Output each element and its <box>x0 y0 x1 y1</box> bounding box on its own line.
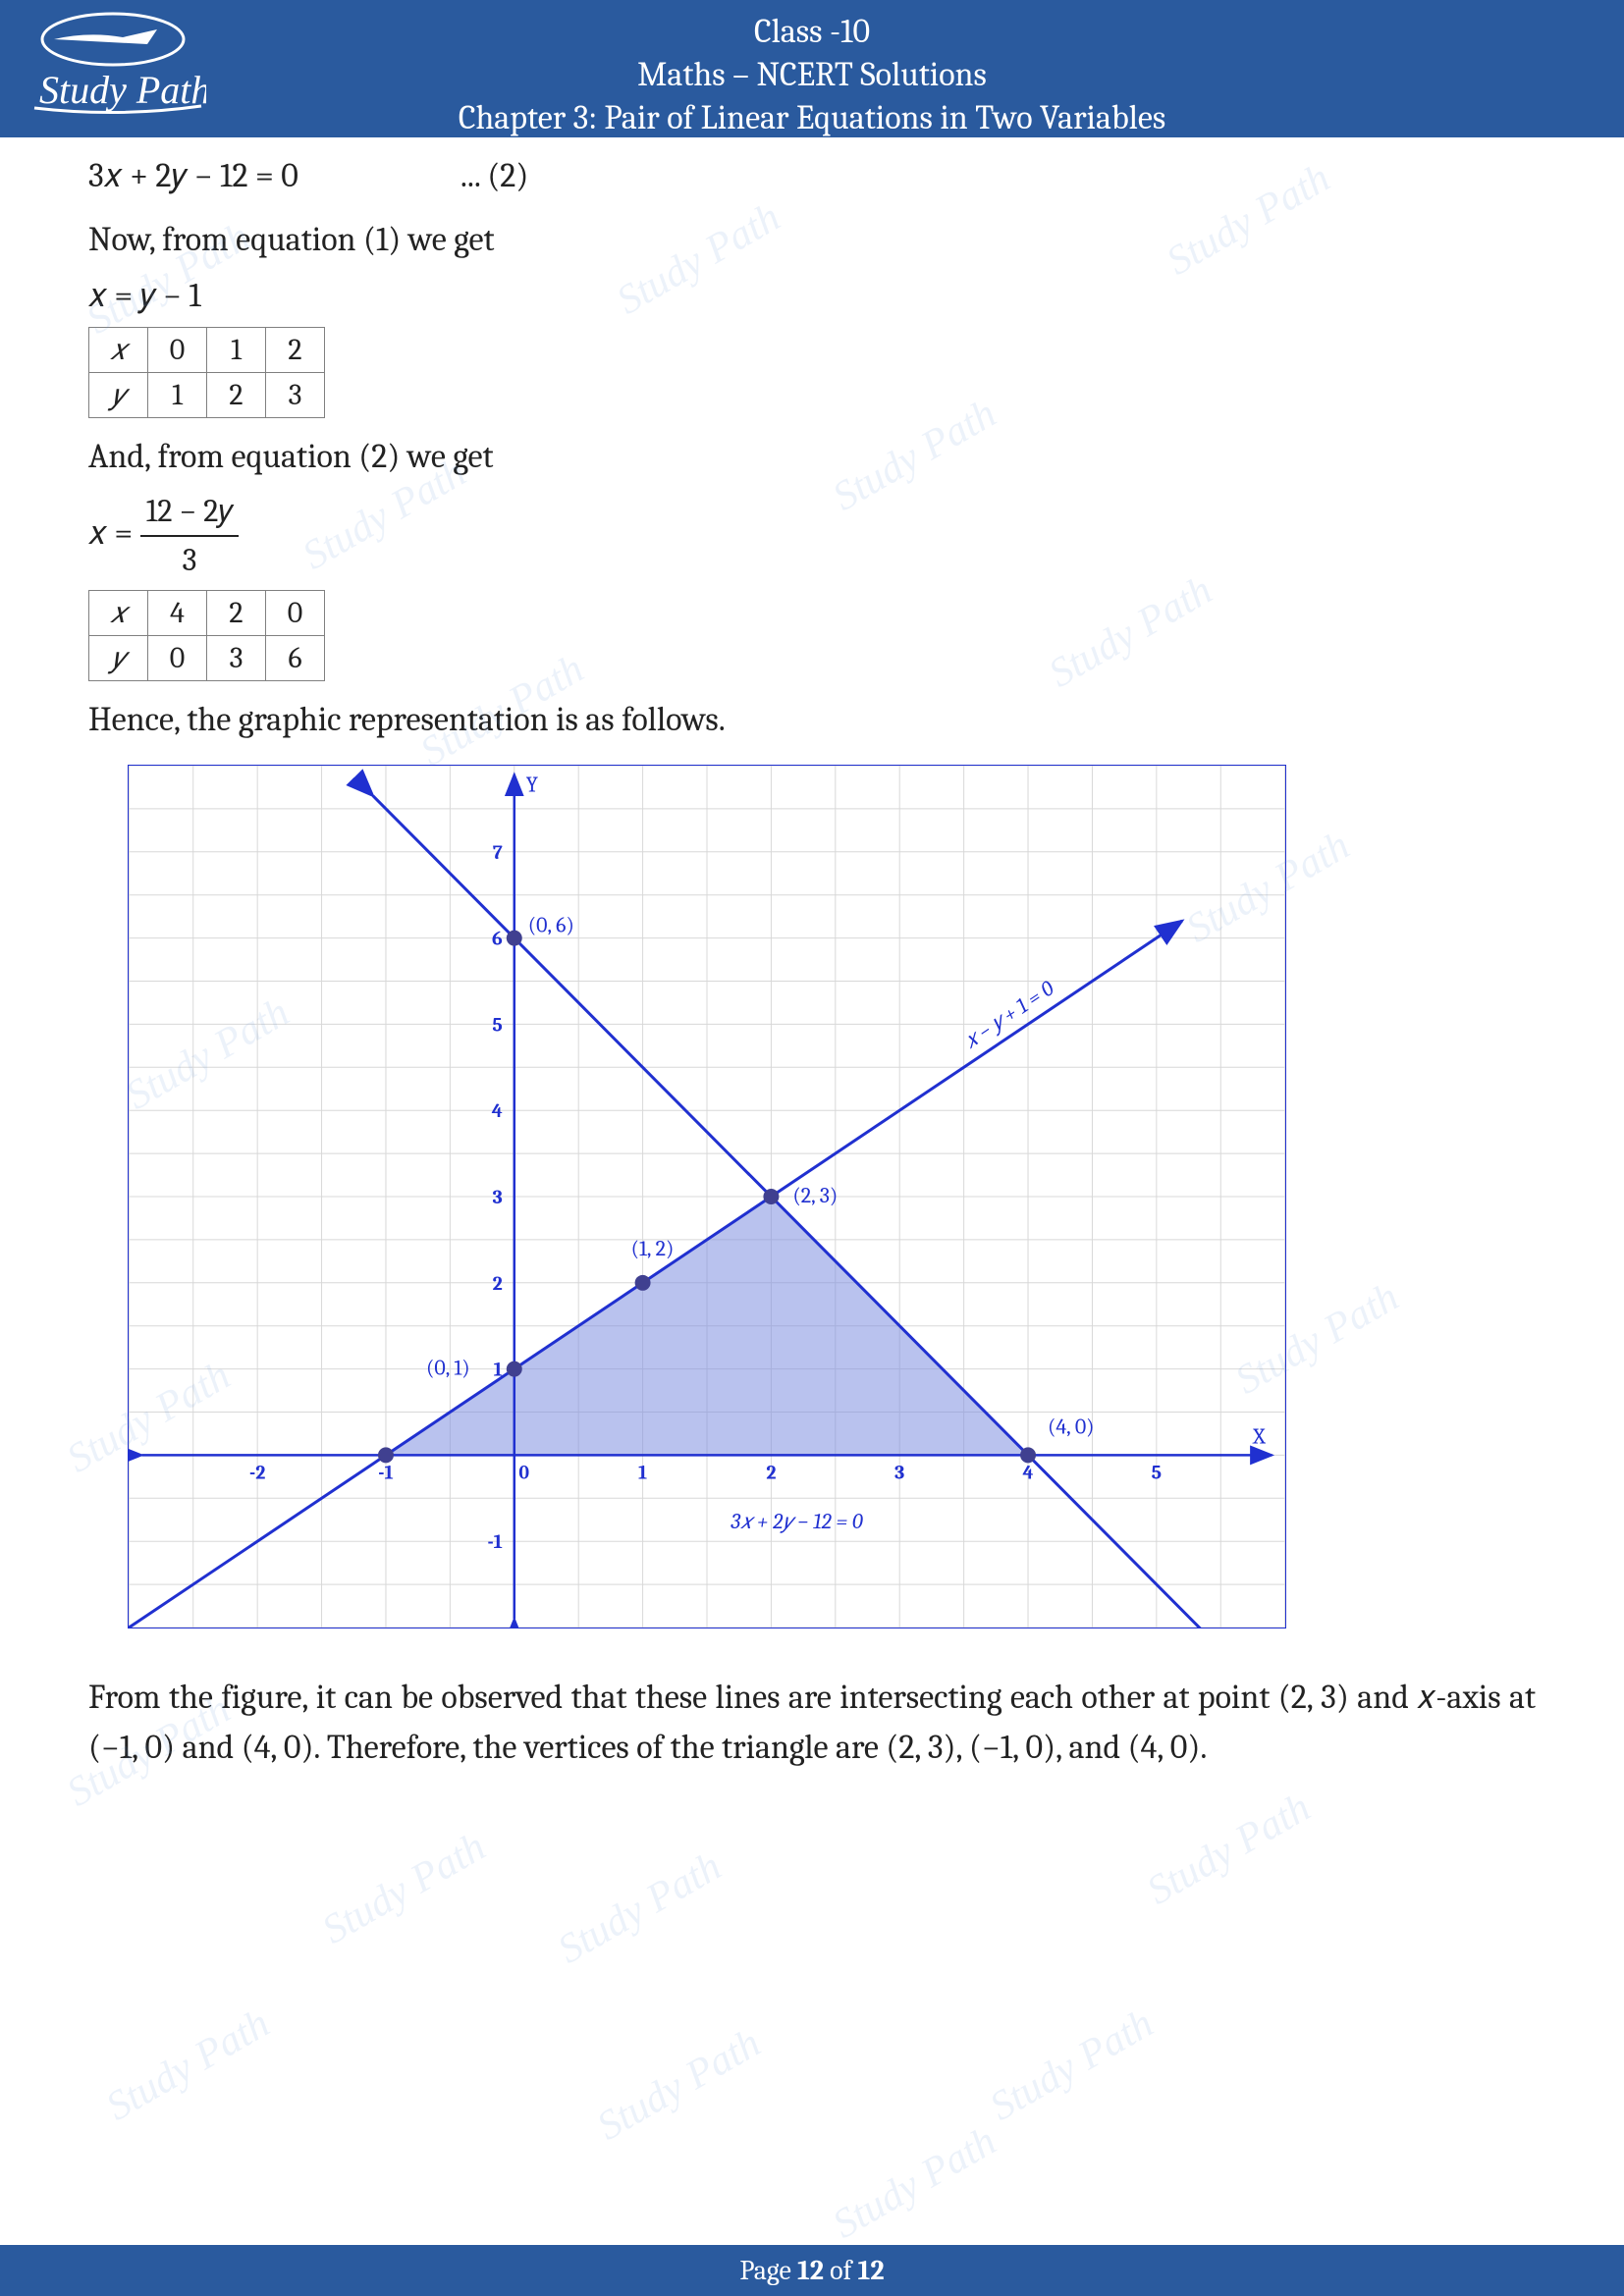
svg-text:5: 5 <box>1152 1461 1162 1483</box>
table-cell: 2 <box>266 328 325 373</box>
table-2: 𝑥 4 2 0 𝑦 0 3 6 <box>88 590 325 681</box>
paragraph-2: And, from equation (2) we get <box>88 432 1536 482</box>
svg-text:0: 0 <box>518 1461 529 1483</box>
svg-text:(0, 1): (0, 1) <box>426 1357 470 1381</box>
table-cell: 6 <box>266 636 325 681</box>
paragraph-3: Hence, the graphic representation is as … <box>88 695 1536 745</box>
watermark: Study Path <box>982 2000 1162 2130</box>
svg-text:4: 4 <box>1023 1461 1034 1483</box>
table-cell: 3 <box>207 636 266 681</box>
footer-page: 12 <box>797 2255 824 2286</box>
svg-text:2: 2 <box>766 1461 776 1483</box>
brand-logo: Study Path <box>29 10 206 123</box>
table-1: 𝑥 0 1 2 𝑦 1 2 3 <box>88 327 325 418</box>
svg-text:(2, 3): (2, 3) <box>792 1184 838 1208</box>
conclusion-paragraph: From the figure, it can be observed that… <box>88 1673 1536 1773</box>
watermark: Study Path <box>825 2117 1004 2248</box>
watermark: Study Path <box>98 2000 278 2130</box>
table-cell: 𝑥 <box>89 591 148 636</box>
table-cell: 𝑦 <box>89 636 148 681</box>
page-footer: Page 12 of 12 <box>0 2245 1624 2296</box>
linear-equations-graph: -2-1012345-11234567𝑥 − 𝑦 + 1 = 03𝑥 + 2𝑦 … <box>128 765 1286 1629</box>
svg-text:-1: -1 <box>378 1461 393 1483</box>
derivation-1: 𝑥 = 𝑦 − 1 <box>88 271 1536 321</box>
svg-text:6: 6 <box>492 928 503 950</box>
svg-text:1: 1 <box>638 1461 647 1483</box>
svg-text:(1, 2): (1, 2) <box>631 1237 675 1261</box>
table-cell: 1 <box>148 373 207 418</box>
content-area: 3𝑥 + 2𝑦 − 12 = 0 ... (2) Now, from equat… <box>0 137 1624 1792</box>
equation-2-tag: ... (2) <box>460 156 529 195</box>
footer-of: of <box>824 2255 858 2286</box>
table-cell: 𝑦 <box>89 373 148 418</box>
table-cell: 0 <box>266 591 325 636</box>
watermark: Study Path <box>1139 1784 1319 1914</box>
table-cell: 0 <box>148 636 207 681</box>
watermark: Study Path <box>550 1842 730 1973</box>
page-header: Study Path Class -10 Maths – NCERT Solut… <box>0 0 1624 137</box>
watermark: Study Path <box>589 2019 769 2150</box>
svg-text:3𝑥 + 2𝑦 − 12 = 0: 3𝑥 + 2𝑦 − 12 = 0 <box>730 1510 863 1534</box>
header-line3: Chapter 3: Pair of Linear Equations in T… <box>39 96 1585 139</box>
table-cell: 4 <box>148 591 207 636</box>
table-cell: 0 <box>148 328 207 373</box>
paragraph-1: Now, from equation (1) we get <box>88 215 1536 265</box>
graph-container: -2-1012345-11234567𝑥 − 𝑦 + 1 = 03𝑥 + 2𝑦 … <box>128 765 1536 1643</box>
svg-text:X: X <box>1252 1424 1267 1449</box>
svg-text:4: 4 <box>492 1099 503 1122</box>
header-line1: Class -10 <box>39 10 1585 53</box>
table-cell: 1 <box>207 328 266 373</box>
svg-text:-1: -1 <box>487 1530 502 1553</box>
footer-prefix: Page <box>739 2255 797 2286</box>
table-cell: 2 <box>207 591 266 636</box>
svg-text:5: 5 <box>492 1013 502 1036</box>
footer-total: 12 <box>858 2255 885 2286</box>
table-cell: 𝑥 <box>89 328 148 373</box>
svg-text:(0, 6): (0, 6) <box>528 914 574 938</box>
derivation-2: 𝑥 = 12 − 2𝑦3 <box>88 488 1536 584</box>
svg-text:Y: Y <box>526 773 539 797</box>
svg-text:-2: -2 <box>249 1461 265 1483</box>
header-line2: Maths – NCERT Solutions <box>39 53 1585 96</box>
equation-2: 3𝑥 + 2𝑦 − 12 = 0 <box>88 156 298 195</box>
watermark: Study Path <box>314 1823 494 1953</box>
svg-text:3: 3 <box>894 1461 904 1483</box>
table-cell: 3 <box>266 373 325 418</box>
svg-text:(4, 0): (4, 0) <box>1048 1415 1095 1439</box>
svg-text:2: 2 <box>493 1272 503 1295</box>
table-cell: 2 <box>207 373 266 418</box>
svg-text:Study Path: Study Path <box>39 68 206 112</box>
svg-text:7: 7 <box>493 841 503 864</box>
svg-text:3: 3 <box>493 1186 503 1208</box>
